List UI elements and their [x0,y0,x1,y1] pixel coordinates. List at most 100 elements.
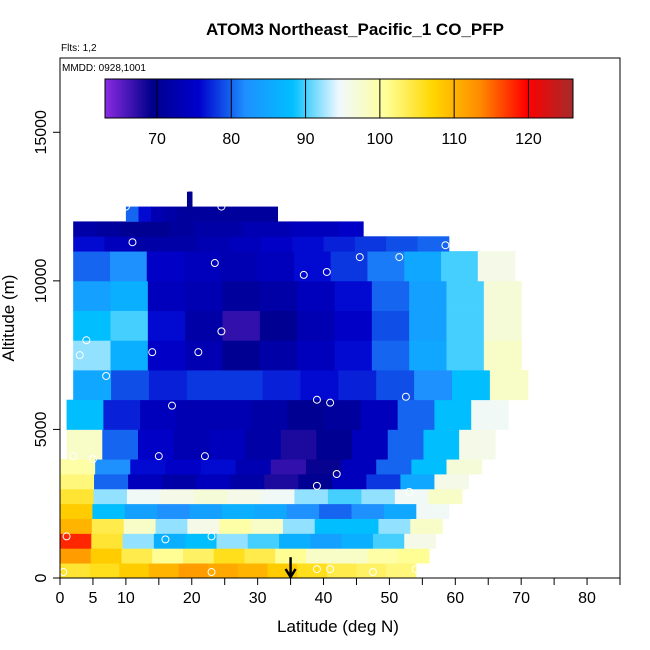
heatmap-cell [152,548,184,564]
y-axis-label: Altitude (m) [0,275,18,362]
heatmap-cell [446,310,485,341]
heatmap-cell [137,429,175,460]
heatmap-cell [351,503,385,519]
heatmap-cell [323,236,356,252]
sample-point [395,253,404,262]
heatmap-cell [60,563,91,579]
heatmap-cell [266,221,292,237]
heatmap-cell [409,280,448,311]
colorbar-tick-label: 80 [222,131,240,148]
sample-point [312,481,321,490]
heatmap-cell [404,533,437,549]
heatmap-cell [297,280,336,311]
sample-point [82,336,91,345]
heatmap-cell [97,221,123,237]
y-tick-label: 5000 [33,412,50,448]
sample-point [217,327,226,336]
heatmap-cell [352,429,389,460]
heatmap-cell [110,280,149,311]
sample-point [332,470,341,478]
heatmap-cell [209,429,246,460]
heatmap-cell [222,310,261,341]
x-tick-label: 70 [512,590,530,607]
sample-point [207,568,216,577]
heatmap-cell [334,340,373,371]
heatmap-cell [219,518,252,534]
sample-point [200,452,209,461]
sample-point [312,395,321,404]
heatmap-cell [138,206,152,222]
heatmap-cell [91,533,124,549]
x-tick-label: 20 [183,590,201,607]
sample-point [210,259,219,268]
heatmap-cell [416,503,450,519]
sample-point [322,267,331,276]
heatmap-cell [361,488,396,505]
sample-point [355,253,364,262]
heatmap-cell [338,370,377,401]
heatmap-cell [360,399,399,430]
heatmap-cell [409,310,448,341]
heatmap-cell [264,474,299,490]
heatmap-cell [286,503,320,519]
heatmap-cell [371,280,410,311]
heatmap-cell [477,251,516,282]
heatmap-cell [330,251,369,282]
heatmap-cell [73,251,111,282]
sample-point [441,241,450,250]
heatmap-cell [483,310,522,341]
heatmap-cell [423,429,460,460]
heatmap-cell [126,488,162,505]
heatmap-cell [332,474,367,490]
heatmap-cell [145,221,171,237]
heatmap-cell [90,548,123,564]
heatmap-cell [305,459,342,475]
heatmap-cell [110,310,149,341]
heatmap-cell [130,459,167,475]
heatmap-cell [111,370,150,401]
heatmap-cell [316,429,353,460]
heatmap-cell [459,429,496,460]
heatmap-cell [182,548,215,564]
x-tick-label: 50 [381,590,399,607]
heatmap-cell [414,370,453,401]
heatmap-cell [336,548,369,564]
heatmap-cell [310,533,343,549]
heatmap-cell [94,474,129,490]
heatmap-cell [147,280,186,311]
heatmap-cell [198,236,231,252]
heatmap-cell [260,236,293,252]
heatmap-cell [60,533,92,549]
heatmap-cell [338,221,364,237]
heatmap-cell [410,518,443,534]
heatmap-cell [282,518,316,534]
x-tick-label: 60 [446,590,464,607]
heatmap-cell [123,518,157,534]
heatmap-cell [157,503,191,519]
heatmap-cell [383,503,417,519]
heatmap-cell [73,370,112,401]
heatmap-cell [176,206,190,222]
heatmap-cell [314,221,340,237]
heatmap-cell [270,459,307,475]
heatmap-cell [371,310,410,341]
heatmap-cell [173,429,210,460]
heatmap-cell [73,280,112,311]
heatmap-cell [102,429,139,460]
y-tick-label: 15000 [33,110,50,155]
colorbar-tick-label: 110 [441,131,467,148]
heatmap-cell [367,548,399,564]
sample-point [161,535,170,544]
heatmap-cell [60,503,93,519]
sample-point [128,238,137,247]
heatmap-cell [239,206,253,222]
heatmap-cell [167,236,199,252]
heatmap-cell [376,459,412,475]
heatmap-cell [409,340,448,371]
heatmap-cell [294,488,329,505]
colorbar-tick-label: 90 [297,131,315,148]
sample-point [148,348,157,357]
heatmap-cell [446,459,483,475]
heatmap-cell [119,563,150,579]
